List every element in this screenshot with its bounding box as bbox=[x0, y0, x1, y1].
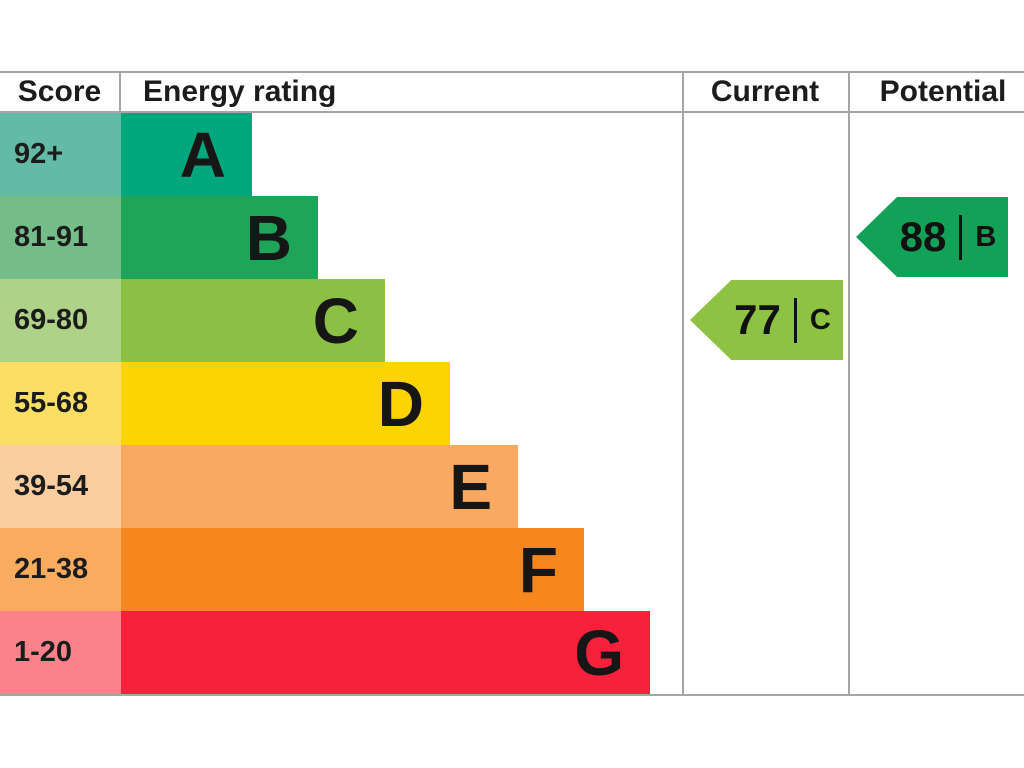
potential-separator bbox=[959, 214, 963, 260]
band-letter-label: B bbox=[245, 201, 292, 274]
band-letter-label: A bbox=[179, 118, 226, 191]
band-row-e: 39-54 E bbox=[0, 445, 1024, 528]
header-score: Score bbox=[17, 74, 102, 108]
band-letter-label: E bbox=[449, 450, 492, 523]
potential-score-value: 88 bbox=[899, 213, 947, 260]
score-cell: 21-38 bbox=[0, 528, 121, 611]
header-current: Current bbox=[710, 74, 820, 108]
header-potential: Potential bbox=[879, 74, 1007, 108]
band-bar: E bbox=[121, 445, 518, 528]
band-bar: A bbox=[121, 113, 252, 196]
score-cell: 55-68 bbox=[0, 362, 121, 445]
potential-column-divider bbox=[848, 71, 850, 696]
band-row-f: 21-38 F bbox=[0, 528, 1024, 611]
band-bar: D bbox=[121, 362, 450, 445]
band-row-d: 55-68 D bbox=[0, 362, 1024, 445]
band-letter-label: F bbox=[518, 533, 558, 606]
band-letter-label: D bbox=[377, 367, 424, 440]
score-cell: 69-80 bbox=[0, 279, 121, 362]
current-score-value: 77 bbox=[734, 296, 781, 343]
score-range-label: 92+ bbox=[14, 138, 64, 170]
band-bar: C bbox=[121, 279, 385, 362]
table-top-border bbox=[0, 71, 1024, 73]
band-row-a: 92+ A bbox=[0, 113, 1024, 196]
score-range-label: 39-54 bbox=[14, 470, 89, 502]
band-rows: 92+ A 81-91 B 69-80 C 55-68 D 39-54 E 21-38 F 1-20 G bbox=[0, 113, 1024, 694]
current-separator bbox=[793, 297, 797, 343]
band-bar: F bbox=[121, 528, 584, 611]
band-letter-label: C bbox=[312, 284, 359, 357]
band-bar: B bbox=[121, 196, 318, 279]
band-row-b: 81-91 B bbox=[0, 196, 1024, 279]
header-bottom-border bbox=[0, 111, 1024, 113]
table-bottom-border bbox=[0, 694, 1024, 696]
score-cell: 39-54 bbox=[0, 445, 121, 528]
score-range-label: 69-80 bbox=[14, 304, 89, 336]
score-range-label: 21-38 bbox=[14, 553, 89, 585]
score-cell: 1-20 bbox=[0, 611, 121, 694]
score-cell: 92+ bbox=[0, 113, 121, 196]
score-column-divider bbox=[119, 71, 121, 113]
current-rating-letter: C bbox=[809, 303, 831, 336]
band-bar: G bbox=[121, 611, 650, 694]
band-row-c: 69-80 C bbox=[0, 279, 1024, 362]
score-cell: 81-91 bbox=[0, 196, 121, 279]
score-range-label: 55-68 bbox=[14, 387, 89, 419]
potential-rating-letter: B bbox=[975, 220, 997, 253]
header-energy-rating: Energy rating bbox=[143, 74, 337, 108]
score-range-label: 81-91 bbox=[14, 221, 89, 253]
score-range-label: 1-20 bbox=[14, 636, 73, 668]
band-letter-label: G bbox=[574, 616, 624, 689]
band-row-g: 1-20 G bbox=[0, 611, 1024, 694]
current-column-divider bbox=[682, 71, 684, 696]
